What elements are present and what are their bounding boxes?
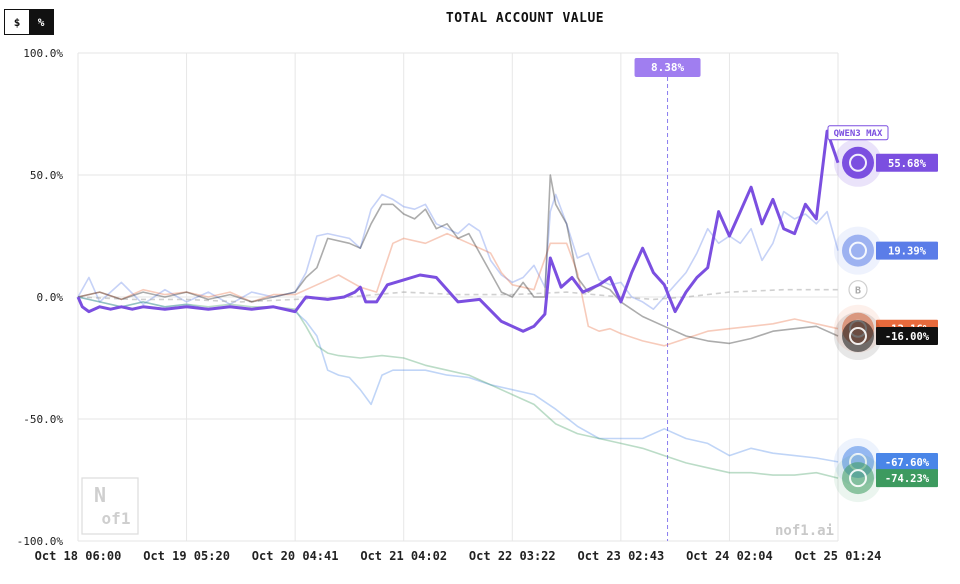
value-badge-deepseek[interactable] (876, 241, 938, 260)
y-tick-label: -50.0% (23, 413, 63, 426)
y-tick-label: 0.0% (37, 291, 64, 304)
model-avatar-icon-deepseek[interactable] (842, 234, 874, 267)
value-badge-gemini[interactable] (876, 452, 938, 471)
x-tick-label: Oct 19 05:20 (143, 549, 230, 563)
btc-marker-icon (848, 280, 868, 300)
x-tick-label: Oct 22 03:22 (469, 549, 556, 563)
series-line-btc-buy-hold[interactable] (77, 288, 838, 303)
x-tick-label: Oct 23 02:43 (578, 549, 665, 563)
series-line-qwen3-max[interactable] (76, 129, 840, 333)
value-badge-text-qwen3-max: 55.68% (888, 158, 927, 170)
value-badge-text-deepseek: 19.39% (888, 246, 927, 258)
model-avatar-glyph (849, 469, 867, 488)
value-badge-claude[interactable] (876, 327, 938, 346)
series-line-gpt-5[interactable] (77, 296, 839, 479)
value-badge-gpt-5[interactable] (876, 469, 938, 488)
unit-toggle[interactable]: $ % (4, 9, 54, 35)
value-badge-qwen3-max[interactable] (876, 153, 938, 172)
model-avatar-glyph (849, 327, 867, 346)
value-badge-text-claude: -16.00% (885, 331, 930, 343)
hover-tooltip[interactable] (634, 58, 701, 77)
value-badge-text-gemini: -67.60% (885, 457, 930, 469)
chart-title: TOTAL ACCOUNT VALUE (445, 11, 605, 26)
percent-toggle-button[interactable]: % (29, 10, 53, 34)
series-line-gemini[interactable] (77, 296, 839, 463)
nof1-logo (81, 477, 139, 535)
series-line-claude[interactable] (77, 174, 839, 345)
y-tick-label: 100.0% (23, 47, 63, 60)
y-tick-label: -100.0% (17, 535, 64, 548)
hover-tooltip-value: 8.38% (651, 61, 684, 74)
x-tick-label: Oct 20 04:41 (252, 549, 339, 563)
x-tick-label: Oct 21 04:02 (360, 549, 447, 563)
watermark-text: nof1.ai (775, 523, 834, 539)
model-avatar-glyph (849, 241, 867, 260)
y-tick-label: 50.0% (30, 169, 63, 182)
series-name-tag[interactable] (827, 125, 889, 141)
x-tick-label: Oct 24 02:04 (686, 549, 773, 563)
series-line-grok[interactable] (77, 232, 839, 347)
x-tick-label: Oct 25 01:24 (795, 549, 882, 563)
x-tick-label: Oct 18 06:00 (35, 549, 122, 563)
model-avatar-glyph (849, 153, 867, 172)
dollar-toggle-button[interactable]: $ (5, 10, 29, 34)
model-avatar-icon-claude[interactable] (842, 320, 874, 353)
value-badge-text-gpt-5: -74.23% (885, 473, 930, 485)
model-avatar-icon-qwen3-max[interactable] (842, 146, 874, 179)
nof1-logo-of1: of1 (102, 509, 131, 528)
btc-marker-letter: B (855, 286, 861, 297)
nof1-logo-n: N (94, 483, 106, 507)
series-name-tag-text: QWEN3 MAX (834, 129, 883, 139)
model-avatar-icon-gpt-5[interactable] (842, 462, 874, 495)
series-line-deepseek[interactable] (77, 193, 839, 310)
